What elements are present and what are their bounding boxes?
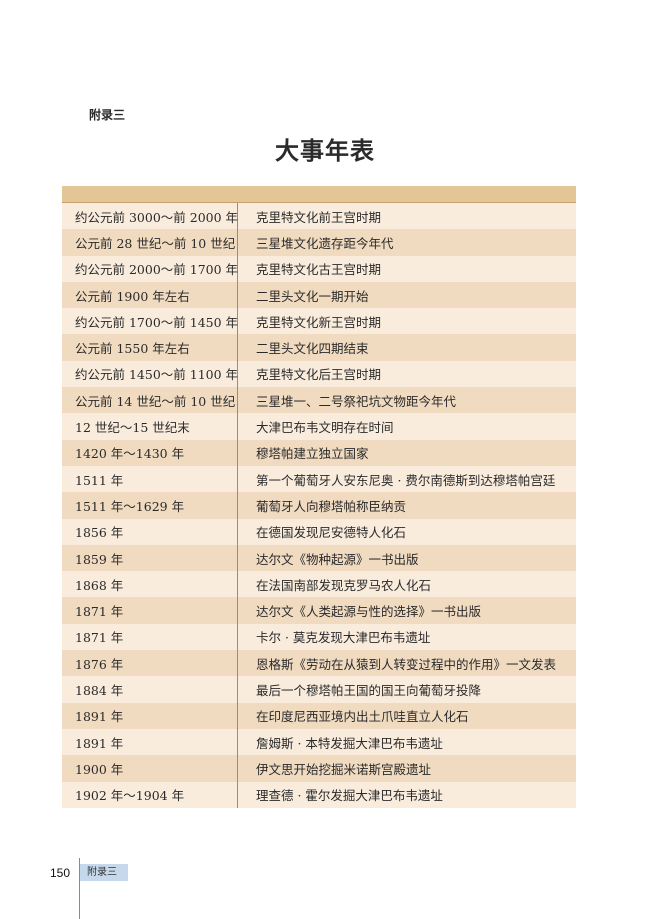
date-cell: 约公元前 2000～前 1700 年 [62, 255, 238, 282]
date-cell: 1891 年 [62, 702, 238, 729]
table-body: 约公元前 3000～前 2000 年 克里特文化前王宫时期公元前 28 世纪～前 … [62, 203, 576, 808]
date-cell: 约公元前 1700～前 1450 年 [62, 308, 238, 335]
date-cell: 1420 年～1430 年 [62, 439, 238, 466]
table-row: 公元前 14 世纪～前 10 世纪 三星堆一、二号祭祀坑文物距今年代 [62, 387, 576, 414]
table-row: 1511 年 第一个葡萄牙人安东尼奥 · 费尔南德斯到达穆塔帕宫廷 [62, 465, 576, 493]
table-row: 1420 年～1430 年 穆塔帕建立独立国家 [62, 439, 576, 466]
table-row: 公元前 28 世纪～前 10 世纪 三星堆文化遗存距今年代 [62, 229, 576, 256]
date-cell: 1868 年 [62, 571, 238, 598]
date-cell: 1511 年～1629 年 [62, 492, 238, 519]
appendix-label: 附录三 [89, 108, 126, 122]
date-cell: 1884 年 [62, 676, 238, 703]
event-cell: 最后一个穆塔帕王国的国王向葡萄牙投降 [256, 682, 482, 698]
table-row: 公元前 1550 年左右 二里头文化四期结束 [62, 334, 576, 361]
date-cell: 1859 年 [62, 544, 238, 572]
event-cell: 在法国南部发现克罗马农人化石 [256, 577, 432, 593]
event-cell: 卡尔 · 莫克发现大津巴布韦遗址 [256, 630, 431, 646]
page-number: 150 [50, 866, 71, 880]
date-cell: 1891 年 [62, 728, 238, 756]
table-header-band [62, 186, 576, 203]
date-cell: 公元前 1900 年左右 [62, 281, 238, 309]
date-cell: 1900 年 [62, 755, 238, 782]
event-cell: 在德国发现尼安德特人化石 [256, 525, 407, 541]
table-row: 约公元前 3000～前 2000 年 克里特文化前王宫时期 [62, 203, 576, 230]
event-cell: 第一个葡萄牙人安东尼奥 · 费尔南德斯到达穆塔帕宫廷 [256, 472, 556, 488]
table-row: 1871 年 达尔文《人类起源与性的选择》一书出版 [62, 597, 576, 624]
table-row: 1868 年 在法国南部发现克罗马农人化石 [62, 571, 576, 598]
date-cell: 1902 年～1904 年 [62, 781, 238, 808]
event-cell: 大津巴布韦文明存在时间 [256, 420, 394, 436]
event-cell: 克里特文化前王宫时期 [256, 209, 382, 225]
date-cell: 公元前 28 世纪～前 10 世纪 [62, 229, 238, 256]
event-cell: 葡萄牙人向穆塔帕称臣纳贡 [256, 498, 407, 514]
table-row: 1511 年～1629 年 葡萄牙人向穆塔帕称臣纳贡 [62, 492, 576, 519]
event-cell: 伊文思开始挖掘米诺斯宫殿遗址 [256, 761, 432, 777]
event-cell: 克里特文化古王宫时期 [256, 262, 382, 278]
event-cell: 达尔文《物种起源》一书出版 [256, 551, 419, 567]
date-cell: 1871 年 [62, 623, 238, 651]
event-cell: 在印度尼西亚境内出土爪哇直立人化石 [256, 709, 469, 725]
date-cell: 1511 年 [62, 465, 238, 493]
table-row: 约公元前 2000～前 1700 年 克里特文化古王宫时期 [62, 255, 576, 282]
event-cell: 理查德 · 霍尔发掘大津巴布韦遗址 [256, 788, 443, 804]
date-cell: 1871 年 [62, 597, 238, 624]
event-cell: 恩格斯《劳动在从猿到人转变过程中的作用》一文发表 [256, 656, 557, 672]
event-cell: 三星堆文化遗存距今年代 [256, 235, 394, 251]
date-cell: 公元前 1550 年左右 [62, 334, 238, 361]
event-cell: 克里特文化新王宫时期 [256, 314, 382, 330]
footer-section-tag: 附录三 [80, 864, 128, 881]
table-row: 1871 年 卡尔 · 莫克发现大津巴布韦遗址 [62, 623, 576, 651]
event-cell: 二里头文化一期开始 [256, 288, 369, 304]
date-cell: 1876 年 [62, 650, 238, 677]
table-row: 1876 年 恩格斯《劳动在从猿到人转变过程中的作用》一文发表 [62, 650, 576, 677]
table-row: 1859 年 达尔文《物种起源》一书出版 [62, 544, 576, 572]
date-cell: 约公元前 1450～前 1100 年 [62, 360, 238, 388]
table-row: 约公元前 1450～前 1100 年 克里特文化后王宫时期 [62, 360, 576, 388]
event-cell: 二里头文化四期结束 [256, 341, 369, 357]
page-title: 大事年表 [275, 136, 375, 165]
footer-divider [79, 858, 80, 919]
table-row: 1856 年 在德国发现尼安德特人化石 [62, 518, 576, 545]
event-cell: 达尔文《人类起源与性的选择》一书出版 [256, 604, 482, 620]
table-row: 公元前 1900 年左右 二里头文化一期开始 [62, 281, 576, 309]
event-cell: 穆塔帕建立独立国家 [256, 446, 369, 462]
table-row: 1891 年 詹姆斯 · 本特发掘大津巴布韦遗址 [62, 728, 576, 756]
table-row: 1891 年 在印度尼西亚境内出土爪哇直立人化石 [62, 702, 576, 729]
event-cell: 克里特文化后王宫时期 [256, 367, 382, 383]
date-cell: 1856 年 [62, 518, 238, 545]
event-cell: 三星堆一、二号祭祀坑文物距今年代 [256, 393, 457, 409]
table-row: 1884 年 最后一个穆塔帕王国的国王向葡萄牙投降 [62, 676, 576, 703]
date-cell: 12 世纪～15 世纪末 [62, 413, 238, 440]
table-row: 约公元前 1700～前 1450 年 克里特文化新王宫时期 [62, 308, 576, 335]
table-row: 1900 年 伊文思开始挖掘米诺斯宫殿遗址 [62, 755, 576, 782]
table-row: 12 世纪～15 世纪末 大津巴布韦文明存在时间 [62, 413, 576, 440]
date-cell: 公元前 14 世纪～前 10 世纪 [62, 387, 238, 414]
timeline-table: 约公元前 3000～前 2000 年 克里特文化前王宫时期公元前 28 世纪～前 … [62, 186, 576, 808]
event-cell: 詹姆斯 · 本特发掘大津巴布韦遗址 [256, 735, 443, 751]
table-row: 1902 年～1904 年 理查德 · 霍尔发掘大津巴布韦遗址 [62, 781, 576, 808]
date-cell: 约公元前 3000～前 2000 年 [62, 203, 238, 230]
